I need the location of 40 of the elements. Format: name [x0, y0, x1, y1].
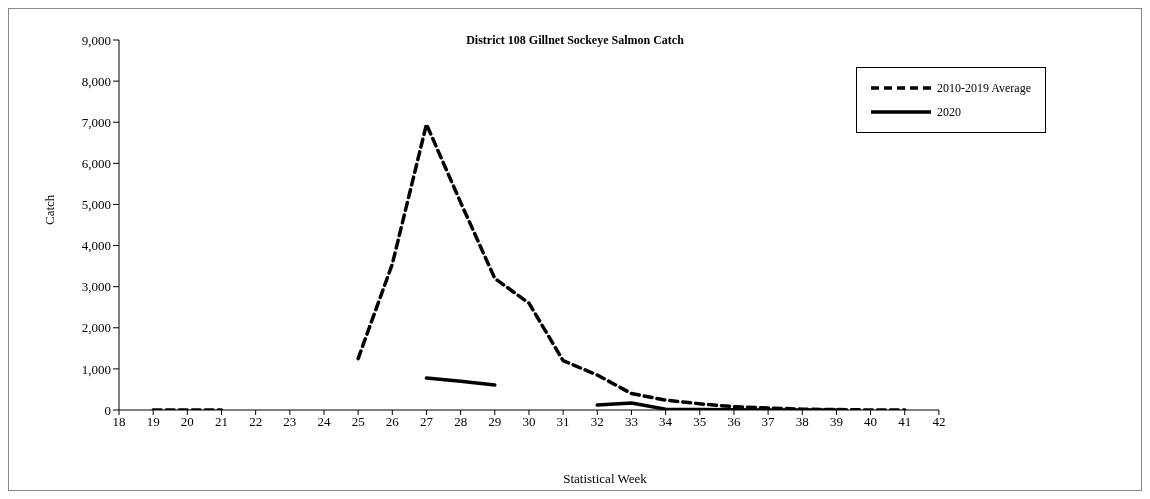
y-tick-label: 0 [104, 402, 111, 418]
y-axis-title: Catch [41, 194, 57, 225]
x-tick-label: 27 [419, 414, 434, 430]
legend-label: 2010-2019 Average [936, 80, 1031, 96]
x-tick-label: 18 [112, 414, 126, 430]
x-tick-label: 26 [385, 414, 400, 430]
legend-label: 2020 [936, 104, 961, 120]
x-tick-label: 29 [488, 414, 502, 430]
x-tick-label: 20 [180, 414, 194, 430]
x-axis-title: Statistical Week [562, 471, 648, 487]
x-tick-label: 24 [317, 414, 331, 430]
x-tick-label: 37 [761, 414, 776, 430]
y-tick-label: 8,000 [81, 73, 111, 89]
x-tick-label: 35 [693, 414, 707, 430]
y-tick-label: 4,000 [81, 238, 111, 254]
x-tick-label: 39 [829, 414, 843, 430]
x-tick-label: 28 [454, 414, 468, 430]
x-tick-label: 40 [864, 414, 878, 430]
x-tick-label: 32 [590, 414, 604, 430]
y-tick-label: 2,000 [81, 320, 111, 336]
x-tick-label: 33 [624, 414, 638, 430]
x-tick-label: 38 [795, 414, 809, 430]
x-tick-label: 21 [214, 414, 228, 430]
y-tick-label: 7,000 [81, 114, 111, 130]
x-tick-label: 30 [522, 414, 536, 430]
x-tick-label: 41 [898, 414, 912, 430]
x-tick-label: 19 [146, 414, 160, 430]
x-tick-label: 42 [932, 414, 946, 430]
y-tick-label: 9,000 [81, 32, 111, 48]
x-tick-label: 36 [727, 414, 741, 430]
x-tick-label: 31 [556, 414, 570, 430]
chart-title: District 108 Gillnet Sockeye Salmon Catch [466, 33, 684, 47]
x-tick-label: 34 [659, 414, 673, 430]
y-tick-label: 3,000 [81, 279, 111, 295]
y-tick-label: 6,000 [81, 155, 111, 171]
x-tick-label: 25 [351, 414, 365, 430]
x-tick-label: 22 [249, 414, 263, 430]
y-tick-label: 1,000 [81, 361, 111, 377]
x-tick-label: 23 [283, 414, 297, 430]
y-tick-label: 5,000 [81, 197, 111, 213]
